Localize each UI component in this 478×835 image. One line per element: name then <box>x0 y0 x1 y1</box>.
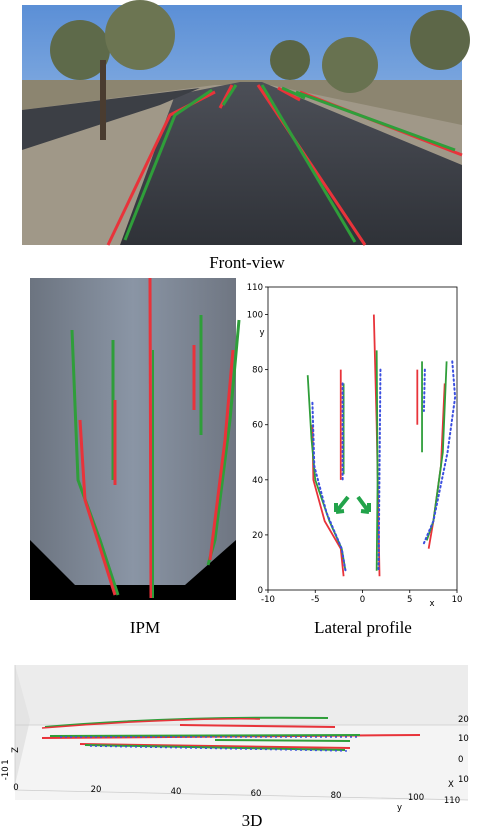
caption: 3D <box>242 811 263 830</box>
x-tick-label: 5 <box>407 595 412 605</box>
lane-line <box>375 350 379 571</box>
lane-line <box>377 368 382 572</box>
x-tick-label: 10 <box>458 734 469 744</box>
ipm-image <box>30 277 241 600</box>
y-tick-label: 20 <box>252 531 263 541</box>
x-tick-label: 10 <box>458 775 469 785</box>
x-tick-label: 10 <box>452 595 463 605</box>
y-tick-label: 100 <box>408 793 424 803</box>
3d-plot <box>14 665 469 801</box>
arrow <box>356 495 371 514</box>
z-tick-label: 0 <box>1 766 11 771</box>
y-tick-label: 80 <box>252 366 263 376</box>
y-tick-label: 100 <box>247 311 263 321</box>
arrow <box>334 495 350 514</box>
lane-line <box>311 401 347 572</box>
y-tick-label: 80 <box>331 791 342 801</box>
y-tick-label: 60 <box>251 789 262 799</box>
y-tick-label: 60 <box>252 421 263 431</box>
caption: Front-view <box>209 253 285 272</box>
caption: IPM <box>130 618 160 637</box>
y-tick-label: 110 <box>444 796 460 806</box>
lane-line <box>311 424 345 577</box>
x-tick-label: -10 <box>261 595 275 605</box>
lane-line <box>422 360 457 545</box>
y-axis-label: y <box>397 803 402 813</box>
y-axis-label: y <box>259 328 264 338</box>
x-tick-label: 20 <box>458 715 469 725</box>
lane-line <box>422 368 426 412</box>
y-tick-label: 0 <box>13 783 18 793</box>
y-tick-label: 20 <box>91 785 102 795</box>
x-axis-label: x <box>429 599 434 609</box>
x-tick-label: 0 <box>458 755 463 765</box>
y-tick-label: 110 <box>247 283 263 293</box>
y-tick-label: 40 <box>171 787 182 797</box>
caption: Lateral profile <box>314 618 412 637</box>
lane-line <box>427 383 446 549</box>
x-axis-label: X <box>448 780 454 790</box>
z-tick-label: 1 <box>1 759 11 764</box>
x-tick-label: 0 <box>360 595 365 605</box>
z-axis-label: Z <box>11 747 21 753</box>
z-tick-label: -1 <box>1 772 11 780</box>
y-tick-label: 40 <box>252 476 263 486</box>
y-tick-label: 0 <box>258 586 263 596</box>
x-tick-label: -5 <box>311 595 319 605</box>
front-view-image <box>22 0 470 246</box>
